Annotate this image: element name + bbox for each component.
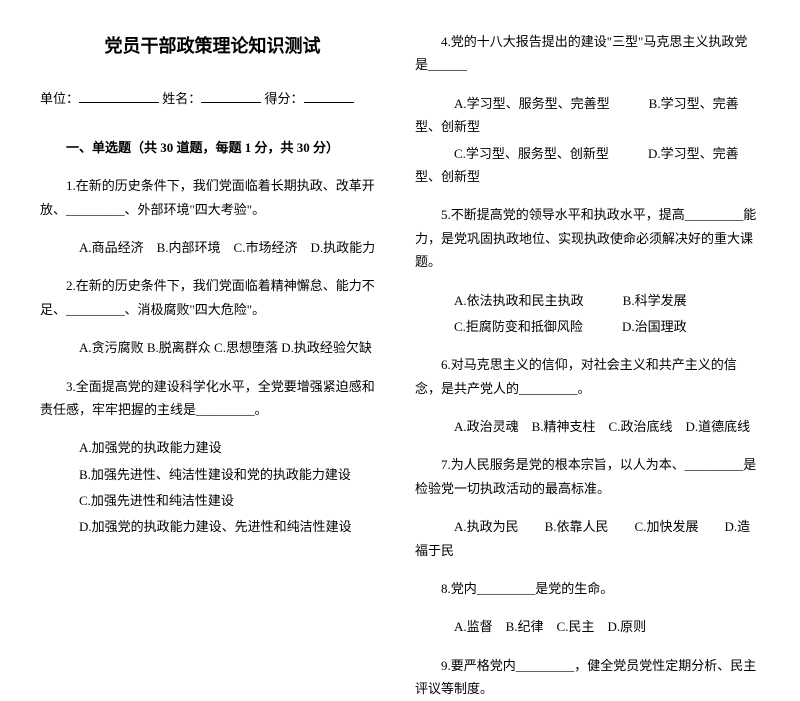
question-2-options: A.贪污腐败 B.脱离群众 C.思想堕落 D.执政经验欠缺 xyxy=(40,336,385,359)
document-title: 党员干部政策理论知识测试 xyxy=(40,30,385,62)
question-5-opt-c: C.拒腐防变和抵御风险 xyxy=(454,319,583,334)
section-header: 一、单选题（共 30 道题，每题 1 分，共 30 分） xyxy=(40,136,385,159)
question-8: 8.党内_________是党的生命。 xyxy=(415,577,760,600)
unit-blank xyxy=(79,102,159,103)
score-blank xyxy=(304,102,354,103)
question-5-opt-b: B.科学发展 xyxy=(623,293,687,308)
score-label: 得分： xyxy=(265,91,304,106)
question-8-options: A.监督 B.纪律 C.民主 D.原则 xyxy=(415,615,760,638)
question-4-row1: A.学习型、服务型、完善型 B.学习型、完善型、创新型 xyxy=(415,92,760,139)
question-6-options: A.政治灵魂 B.精神支柱 C.政治底线 D.道德底线 xyxy=(415,415,760,438)
question-7: 7.为人民服务是党的根本宗旨，以人为本、_________是检验党一切执政活动的… xyxy=(415,453,760,500)
question-3-opt-b: B.加强先进性、纯洁性建设和党的执政能力建设 xyxy=(40,463,385,486)
question-5-row2: C.拒腐防变和抵御风险 D.治国理政 xyxy=(415,315,760,338)
question-7-options: A.执政为民 B.依靠人民 C.加快发展 D.造福于民 xyxy=(415,515,760,562)
right-column: 4.党的十八大报告提出的建设"三型"马克思主义执政党是______ A.学习型、… xyxy=(400,30,775,536)
question-5-opt-d: D.治国理政 xyxy=(622,319,687,334)
name-label: 姓名： xyxy=(162,91,201,106)
question-3-opt-a: A.加强党的执政能力建设 xyxy=(40,436,385,459)
question-1-options: A.商品经济 B.内部环境 C.市场经济 D.执政能力 xyxy=(40,236,385,259)
question-4: 4.党的十八大报告提出的建设"三型"马克思主义执政党是______ xyxy=(415,30,760,77)
question-1: 1.在新的历史条件下，我们党面临着长期执政、改革开放、_________、外部环… xyxy=(40,174,385,221)
info-line: 单位： 姓名： 得分： xyxy=(40,87,385,110)
question-4-row2: C.学习型、服务型、创新型 D.学习型、完善型、创新型 xyxy=(415,142,760,189)
question-2: 2.在新的历史条件下，我们党面临着精神懈怠、能力不足、_________、消极腐… xyxy=(40,274,385,321)
question-5-row1: A.依法执政和民主执政 B.科学发展 xyxy=(415,289,760,312)
left-column: 党员干部政策理论知识测试 单位： 姓名： 得分： 一、单选题（共 30 道题，每… xyxy=(25,30,400,536)
name-blank xyxy=(201,102,261,103)
question-6: 6.对马克思主义的信仰，对社会主义和共产主义的信念，是共产党人的________… xyxy=(415,353,760,400)
question-3-opt-d: D.加强党的执政能力建设、先进性和纯洁性建设 xyxy=(40,515,385,538)
question-5-opt-a: A.依法执政和民主执政 xyxy=(454,293,584,308)
question-4-opt-a: A.学习型、服务型、完善型 xyxy=(454,96,610,111)
question-3-opt-c: C.加强先进性和纯洁性建设 xyxy=(40,489,385,512)
question-9: 9.要严格党内_________，健全党员党性定期分析、民主评议等制度。 xyxy=(415,654,760,701)
question-3: 3.全面提高党的建设科学化水平，全党要增强紧迫感和责任感，牢牢把握的主线是___… xyxy=(40,375,385,422)
unit-label: 单位： xyxy=(40,91,79,106)
question-4-opt-c: C.学习型、服务型、创新型 xyxy=(454,146,609,161)
question-5: 5.不断提高党的领导水平和执政水平，提高_________能力，是党巩固执政地位… xyxy=(415,203,760,273)
